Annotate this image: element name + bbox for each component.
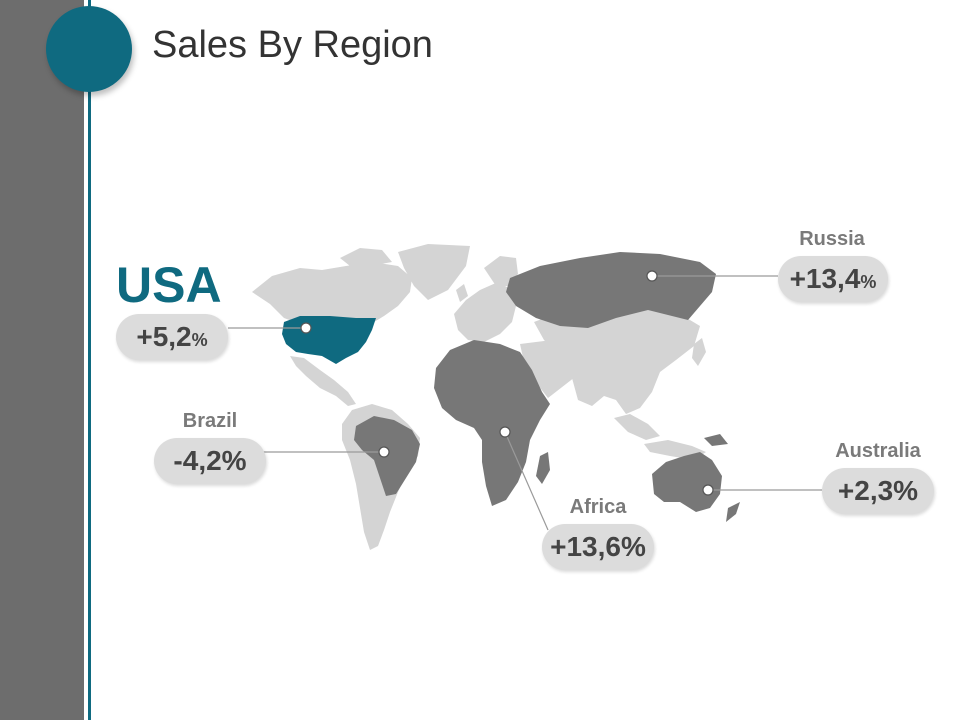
sidebar-accent-line — [88, 0, 91, 720]
canada-islands — [340, 248, 392, 266]
russia-value: +13,4 — [789, 263, 861, 294]
australia-land — [652, 452, 722, 512]
usa-land — [282, 316, 376, 364]
marker-dots — [300, 270, 714, 496]
africa-label: Africa — [569, 496, 627, 518]
highlighted-land — [354, 252, 740, 522]
brazil-label: Brazil — [182, 410, 238, 432]
new-guinea-land — [704, 434, 728, 446]
scandinavia-land — [484, 256, 518, 286]
other-land — [252, 244, 706, 550]
usa-value: +5,2 — [136, 321, 192, 352]
africa-marker — [499, 426, 511, 438]
russia-value-pill: +13,4% — [778, 256, 888, 302]
russia-marker — [646, 270, 658, 282]
russia-land — [506, 252, 716, 328]
page-title: Sales By Region — [152, 24, 433, 66]
africa-connector-line — [504, 431, 549, 531]
usa-label: USA — [116, 257, 222, 313]
japan-land — [692, 338, 706, 366]
usa-unit: % — [191, 329, 208, 350]
europe-land — [454, 282, 516, 342]
russia-unit: % — [860, 271, 877, 292]
title-circle-decoration — [46, 6, 132, 92]
greenland-land — [398, 244, 470, 300]
madagascar-land — [536, 452, 550, 484]
brazil-value: -4,2% — [173, 445, 247, 476]
australia-label: Australia — [835, 440, 921, 462]
australia-value-pill: +2,3% — [822, 468, 934, 514]
australia-value: +2,3% — [837, 475, 919, 506]
africa-land — [434, 340, 550, 506]
africa-value: +13,6% — [550, 531, 646, 562]
central-america-land — [290, 356, 356, 406]
southeast-asia-land — [614, 414, 660, 440]
russia-label: Russia — [799, 228, 865, 250]
uk-land — [456, 284, 468, 302]
usa-value-pill: +5,2% — [116, 314, 228, 360]
africa-value-pill: +13,6% — [542, 524, 654, 570]
brazil-value-pill: -4,2% — [154, 438, 266, 484]
sidebar-bar — [0, 0, 84, 720]
australia-marker — [702, 484, 714, 496]
usa-marker — [300, 322, 312, 334]
new-zealand-land — [726, 502, 740, 522]
asia-land — [534, 306, 700, 414]
north-america-land — [252, 262, 412, 324]
brazil-marker — [378, 446, 390, 458]
connector-lines — [228, 275, 822, 531]
